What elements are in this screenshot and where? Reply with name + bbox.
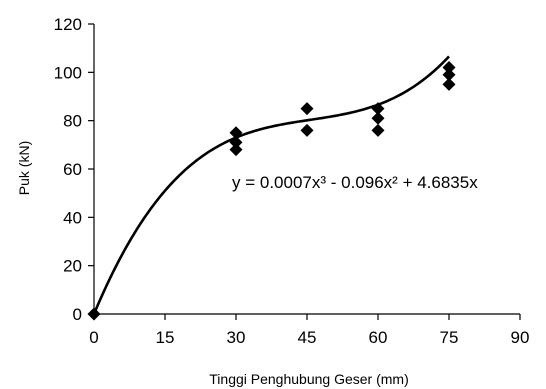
data-point [229,143,243,157]
x-tick-label: 75 [440,328,459,347]
trendline [92,55,450,315]
data-point [371,102,385,116]
x-tick-label: 0 [89,328,98,347]
x-tick-label: 90 [511,328,530,347]
x-axis-title: Tinggi Penghubung Geser (mm) [209,371,408,387]
y-axis-title: Puk (kN) [16,141,32,195]
x-tick-label: 60 [369,328,388,347]
data-point [442,68,456,82]
trendline-equation: y = 0.0007x³ - 0.096x² + 4.6835x [232,173,478,192]
data-points [87,61,456,321]
data-point [87,307,101,321]
data-point [229,126,243,140]
axis-ticks: 0 15 30 45 60 75 90 0 20 40 60 80 100 120 [54,15,530,347]
axes [93,24,520,315]
y-tick-label: 80 [63,112,82,131]
data-point [442,77,456,91]
y-tick-label: 40 [63,208,82,227]
x-tick-label: 15 [156,328,175,347]
data-point [300,123,314,137]
y-tick-label: 20 [63,257,82,276]
data-point [371,123,385,137]
x-tick-label: 30 [227,328,246,347]
y-tick-label: 120 [54,15,82,34]
y-tick-label: 0 [73,305,82,324]
y-tick-label: 100 [54,63,82,82]
x-tick-label: 45 [298,328,317,347]
data-point [442,61,456,74]
data-point [300,102,314,116]
data-point [371,111,385,125]
y-tick-label: 60 [63,160,82,179]
data-point [229,135,243,149]
